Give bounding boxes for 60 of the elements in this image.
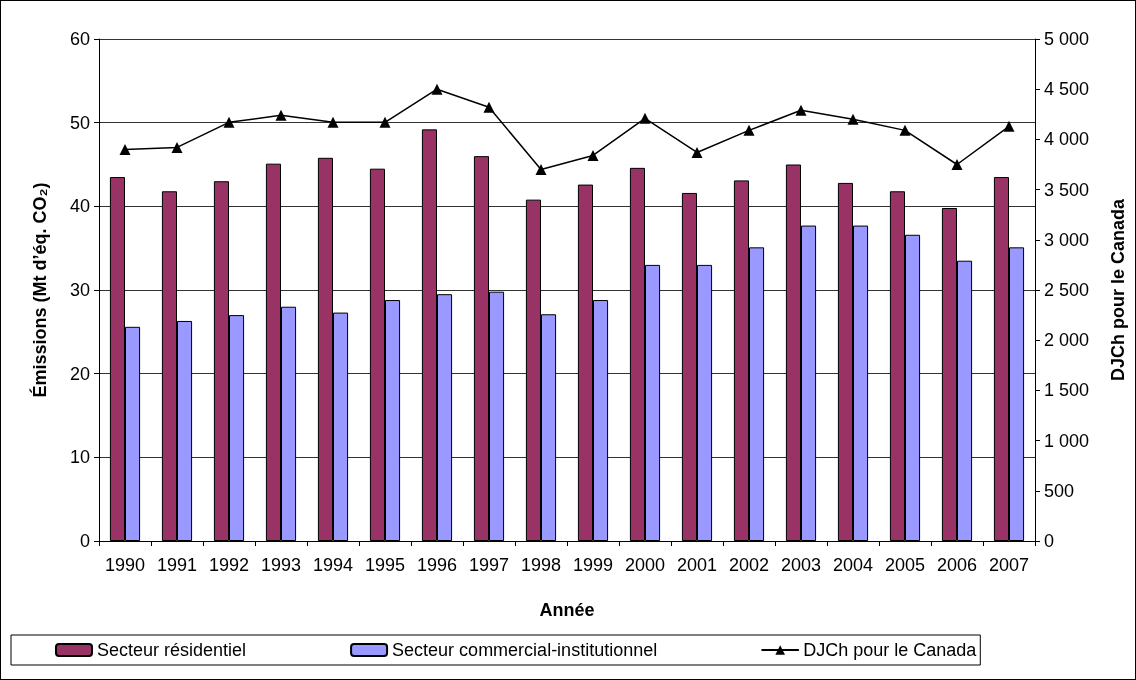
point [379,116,391,128]
x-tick-label: 1994 [312,555,354,575]
point [795,104,807,116]
y-tick-label: 20 [69,363,90,384]
y2-tick-label: 500 [1044,480,1075,501]
point [327,116,339,128]
point [275,109,287,121]
point [639,112,651,124]
point [535,164,547,176]
x-tick-label: 1995 [364,555,406,575]
x-tick-label: 2007 [988,555,1030,575]
point [223,116,235,128]
point [847,113,859,125]
x-tick-label: 2005 [884,555,926,575]
legend-label: Secteur résidentiel [97,640,247,660]
x-tick-label: 1997 [468,555,510,575]
point [483,101,495,113]
y2-tick-label: 1 000 [1044,430,1090,451]
y2-axis-title: DJCh pour le Canada [1108,198,1128,382]
y-tick-label: 50 [69,112,90,133]
x-tick-label: 1993 [260,555,302,575]
point [119,143,131,155]
point [691,146,703,158]
point [899,124,911,136]
y-tick-label: 30 [69,280,90,300]
x-tick-label: 2001 [676,555,718,575]
legend-label: DJCh pour le Canada [803,640,978,660]
x-tick-label: 1999 [572,555,614,575]
x-tick-label: 2000 [624,555,666,575]
x-axis-title: Année [539,600,595,620]
y2-tick-label: 5 000 [1044,29,1090,49]
y-tick-label: 0 [79,531,90,551]
y2-tick-label: 1 500 [1044,380,1090,401]
point [587,149,599,161]
x-tick-label: 1992 [208,555,250,575]
y2-tick-label: 3 500 [1044,179,1090,200]
y-tick-label: 10 [69,447,90,468]
y-tick-label: 60 [69,29,90,49]
y2-tick-label: 3 000 [1044,229,1090,250]
x-tick-label: 2002 [728,555,770,575]
y-axis-title: Émissions (Mt d’éq. CO₂) [29,182,50,398]
y2-tick-label: 4 500 [1044,79,1090,100]
y-tick-label: 40 [69,196,90,217]
y2-tick-label: 0 [1044,531,1055,551]
point [431,83,443,95]
point [951,159,963,170]
x-tick-label: 1991 [156,555,198,575]
point [171,141,183,153]
legend-label: Secteur commercial-institutionnel [392,640,658,660]
x-tick-label: 1990 [104,555,146,575]
y2-tick-label: 4 000 [1044,129,1090,150]
point [743,124,755,136]
y2-tick-label: 2 500 [1044,280,1090,300]
x-tick-label: 2006 [936,555,978,575]
y2-tick-label: 2 000 [1044,330,1090,351]
point [1003,120,1015,132]
x-tick-label: 2004 [832,555,874,575]
x-tick-label: 1996 [416,555,458,575]
x-tick-label: 2003 [780,555,822,575]
x-tick-label: 1998 [520,555,562,575]
